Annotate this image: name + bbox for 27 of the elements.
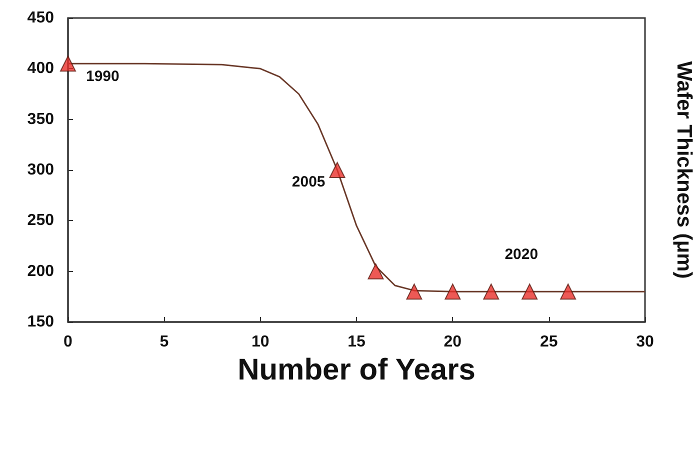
point (406, 284, 422, 300)
y-tick-label: 200 (27, 262, 54, 280)
y-tick-label: 450 (27, 10, 54, 26)
y-tick-label: 350 (27, 110, 54, 128)
annotation: 1990 (86, 68, 120, 86)
x-tick-label: 30 (636, 334, 654, 350)
y-tick-label: 400 (27, 60, 54, 78)
point (444, 284, 461, 300)
annotation: 2020 (504, 246, 538, 264)
x-tick-label: 25 (540, 334, 558, 350)
point (483, 284, 500, 300)
annotation: 2005 (292, 174, 326, 190)
x-tick-label: 5 (160, 334, 169, 350)
point (560, 284, 576, 300)
point (329, 162, 346, 178)
y-tick-label: 250 (27, 212, 54, 230)
x-tick-label: 0 (64, 334, 73, 350)
y-tick-label: 150 (27, 314, 54, 330)
x-tick-label: 20 (444, 334, 462, 350)
point (60, 56, 76, 72)
x-axis-title: Number of Years (238, 353, 476, 386)
y-axis-title: Wafer Thickness (μm) (672, 61, 696, 279)
x-tick-label: 15 (348, 334, 366, 350)
y-tick-label: 300 (27, 162, 54, 178)
point (368, 263, 384, 280)
point (522, 284, 538, 300)
x-tick-label: 10 (251, 334, 270, 350)
